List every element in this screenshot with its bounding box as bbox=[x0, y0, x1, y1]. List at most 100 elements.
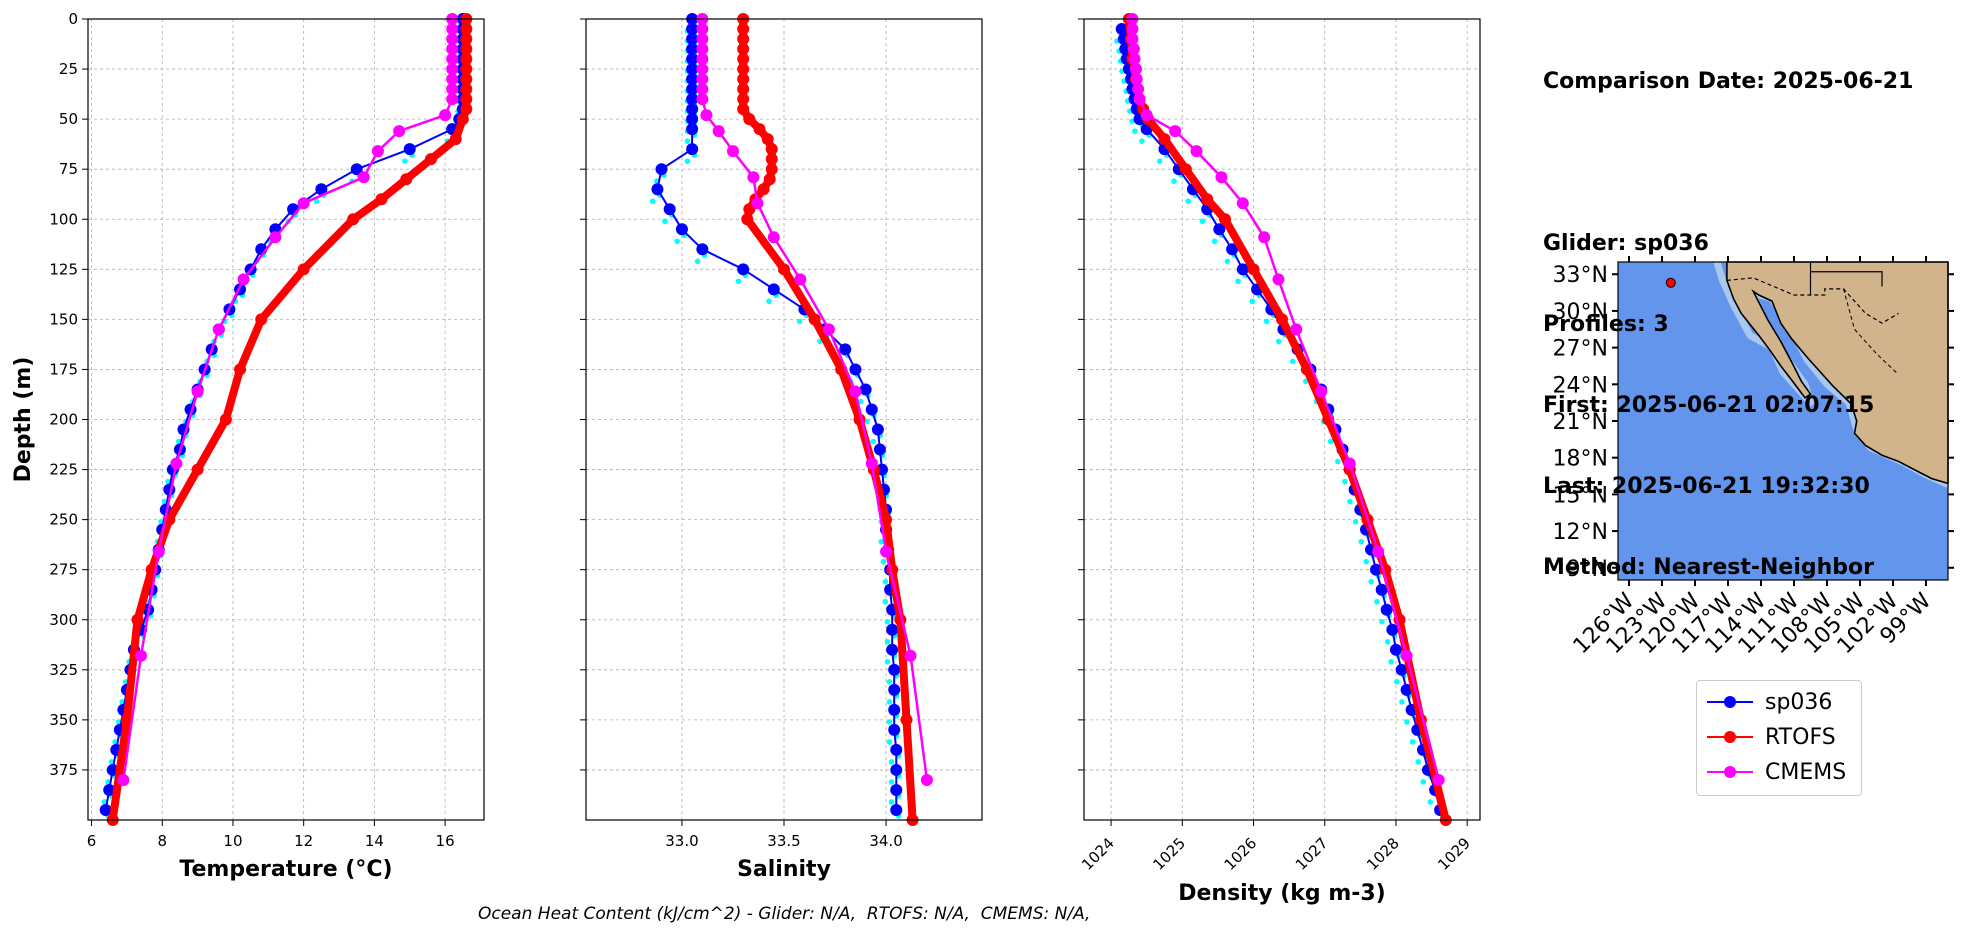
data-point-cmems bbox=[696, 73, 709, 86]
data-point-sp036 bbox=[350, 163, 363, 176]
data-point-cmems bbox=[1132, 83, 1145, 96]
data-point-rtofs bbox=[737, 43, 750, 56]
glider-raw-point bbox=[1139, 138, 1145, 144]
data-point-sp036 bbox=[890, 803, 903, 816]
glider-raw-point bbox=[1235, 278, 1241, 285]
glider-raw-point bbox=[313, 198, 320, 205]
data-point-cmems bbox=[696, 23, 709, 36]
legend-label-rtofs: RTOFS bbox=[1765, 724, 1836, 750]
data-point-cmems bbox=[446, 93, 459, 106]
data-point-sp036 bbox=[888, 703, 901, 716]
data-point-rtofs bbox=[460, 53, 473, 66]
data-point-sp036 bbox=[686, 43, 699, 56]
data-point-rtofs bbox=[460, 23, 473, 36]
glider-raw-point bbox=[1275, 338, 1282, 345]
x-tick-label: 1026 bbox=[1221, 834, 1261, 874]
data-point-cmems bbox=[371, 145, 384, 158]
data-point-rtofs bbox=[1247, 263, 1260, 276]
density-profile-plot: 1024 1025 1026 1027 1028 1029 Density (kg m-3) bbox=[1078, 13, 1481, 906]
data-point-sp036 bbox=[686, 93, 699, 106]
data-point-cmems bbox=[865, 457, 878, 470]
comparison-info: Comparison Date: 2025-06-21 Glider: sp03… bbox=[1543, 14, 1913, 608]
glider-raw-point bbox=[1368, 578, 1375, 585]
glider-raw-point bbox=[888, 799, 895, 805]
y-axis-label: Depth (m) bbox=[11, 357, 36, 483]
legend: sp036 RTOFS CMEMS bbox=[1696, 680, 1862, 796]
data-point-rtofs bbox=[765, 163, 778, 176]
data-point-sp036 bbox=[686, 53, 699, 66]
data-point-rtofs bbox=[778, 263, 790, 276]
glider-raw-point bbox=[1342, 478, 1348, 485]
y-tick-label: 150 bbox=[49, 310, 78, 328]
data-point-sp036 bbox=[686, 23, 699, 36]
data-point-sp036 bbox=[873, 443, 886, 456]
location-map: 33°N30°N27°N24°N21°N18°N15°N12°N9°N126°W… bbox=[1553, 256, 1954, 659]
lat-tick-label: 30°N bbox=[1553, 300, 1608, 325]
y-tick-label: 0 bbox=[68, 10, 78, 28]
data-point-sp036 bbox=[99, 803, 112, 816]
legend-line-rtofs bbox=[1707, 731, 1753, 743]
data-point-sp036 bbox=[675, 223, 688, 236]
data-point-cmems bbox=[1126, 23, 1139, 36]
data-point-sp036 bbox=[686, 33, 699, 46]
y-tick-label: 100 bbox=[49, 210, 78, 228]
data-point-rtofs bbox=[131, 613, 144, 626]
data-point-sp036 bbox=[686, 143, 699, 156]
y-tick-label: 125 bbox=[49, 260, 78, 278]
glider-raw-point bbox=[694, 258, 701, 265]
data-point-rtofs bbox=[191, 463, 204, 476]
data-point-cmems bbox=[170, 457, 183, 470]
data-point-cmems bbox=[152, 545, 165, 558]
glider-raw-point bbox=[1420, 779, 1427, 785]
x-tick-label: 12 bbox=[294, 832, 313, 850]
data-point-rtofs bbox=[737, 83, 750, 96]
glider-raw-point bbox=[1211, 238, 1218, 245]
glider-raw-point bbox=[886, 739, 893, 745]
glider-raw-point bbox=[1394, 679, 1400, 685]
data-point-sp036 bbox=[403, 143, 416, 156]
data-point-sp036 bbox=[890, 743, 903, 756]
data-point-cmems bbox=[726, 145, 739, 158]
glider-raw-point bbox=[1409, 739, 1416, 745]
data-point-rtofs bbox=[1201, 193, 1214, 206]
data-point-sp036 bbox=[1236, 263, 1249, 276]
x-tick-label: 1029 bbox=[1434, 834, 1474, 874]
data-point-rtofs bbox=[737, 63, 750, 76]
data-point-sp036 bbox=[1226, 243, 1239, 256]
glider-raw-point bbox=[858, 398, 864, 405]
data-point-sp036 bbox=[839, 343, 852, 356]
data-point-sp036 bbox=[1213, 223, 1226, 236]
y-tick-label: 25 bbox=[59, 60, 78, 78]
data-point-sp036 bbox=[686, 83, 699, 96]
data-point-cmems bbox=[696, 83, 709, 96]
state-border bbox=[1843, 288, 1899, 375]
y-tick-label: 350 bbox=[49, 711, 78, 729]
glider-raw-point bbox=[1379, 618, 1385, 625]
data-point-cmems bbox=[849, 385, 862, 398]
y-tick-label: 200 bbox=[49, 411, 78, 429]
x-tick-label: 33.5 bbox=[767, 832, 800, 850]
legend-line-sp036 bbox=[1707, 696, 1753, 708]
x-tick-label: 33.0 bbox=[665, 832, 698, 850]
glider-raw-point bbox=[766, 298, 772, 305]
data-point-rtofs bbox=[456, 113, 469, 126]
data-point-cmems bbox=[446, 73, 459, 86]
data-point-sp036 bbox=[886, 623, 899, 636]
glider-raw-point bbox=[674, 238, 680, 245]
x-tick-label: 10 bbox=[223, 832, 242, 850]
data-point-rtofs bbox=[763, 173, 776, 186]
data-point-rtofs bbox=[297, 263, 310, 276]
glider-raw-point bbox=[1132, 128, 1138, 134]
glider-raw-point bbox=[662, 218, 668, 225]
data-point-sp036 bbox=[651, 183, 664, 196]
glider-raw-point bbox=[884, 659, 891, 665]
y-tick-label: 75 bbox=[59, 160, 78, 178]
data-point-sp036 bbox=[1370, 563, 1383, 576]
y-tick-label: 50 bbox=[59, 110, 78, 128]
data-point-cmems bbox=[1215, 171, 1228, 184]
data-point-cmems bbox=[191, 385, 204, 398]
x-axis-label: Density (kg m-3) bbox=[1178, 881, 1386, 906]
data-point-cmems bbox=[822, 323, 835, 336]
data-point-sp036 bbox=[888, 683, 901, 696]
